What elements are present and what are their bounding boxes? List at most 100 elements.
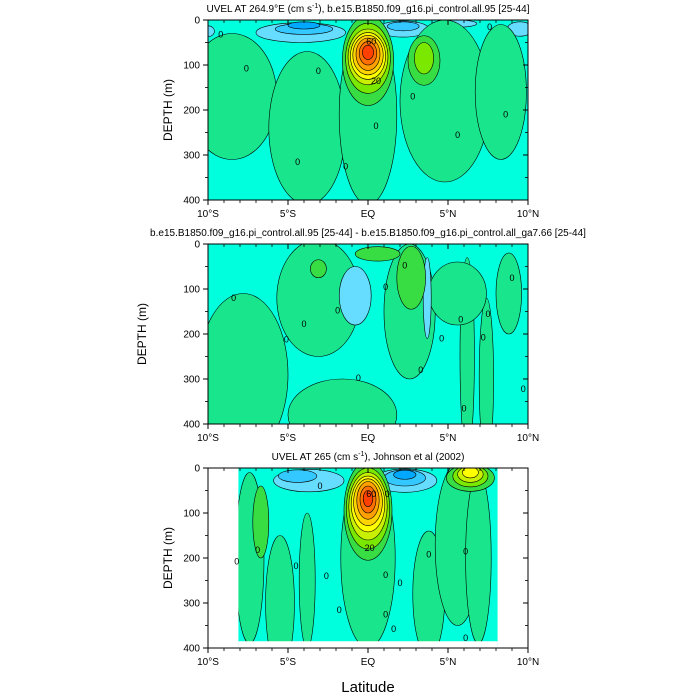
panel-1-xtick-label-2: EQ <box>361 209 376 220</box>
panel-3-ytick-label-2: 200 <box>183 554 200 565</box>
panel-2-contour-level-1-0 <box>208 293 289 424</box>
panel-2-contour-label-9: 0 <box>458 315 463 325</box>
panel-3-contour-label-15: 0 <box>385 489 390 499</box>
panel-2-contour-label-7: 0 <box>439 334 444 344</box>
panel-2-contour-label-5: 0 <box>402 261 407 271</box>
panel-2: b.e15.B1850.f09_g16.pi_control.all.95 [2… <box>135 228 586 444</box>
panel-1-contour-label-10: 60 <box>366 37 376 47</box>
panel-1-contour-label-3: 0 <box>295 157 300 167</box>
panel-3-contour-label-4: 0 <box>293 561 298 571</box>
panel-3-plot <box>208 468 528 648</box>
panel-2-contour-label-2: 0 <box>301 319 306 329</box>
panel-2-contour-labels: 0 0 0 0 0 0 0 0 0 0 0 0 0 0 0 <box>231 261 526 414</box>
panel-1-contour-label-2: 0 <box>316 66 321 76</box>
panel-2-contour-level-2-9 <box>354 246 401 262</box>
panel-1-contour-level-3-14 <box>414 42 434 75</box>
panel-2-contour-level-1-2 <box>287 378 398 424</box>
panel-3-contour-label-2: 0 <box>255 545 260 555</box>
panel-3-contour-label-11: 0 <box>383 609 388 619</box>
panel-3-contour-label-12: 0 <box>391 624 396 634</box>
panel-1-contour-label-11: 20 <box>371 76 381 86</box>
panel-1-xtick-label-1: 5°S <box>280 209 297 220</box>
panel-2-contour-level-2-10 <box>310 259 327 279</box>
panel-3-contour-label-7: 0 <box>397 578 402 588</box>
panel-3-contour-label-3: 0 <box>234 557 239 567</box>
panel-3-title: UVEL AT 265 (cm s-1), Johnson et al (200… <box>272 451 465 463</box>
panel-3-contour-label-13: 0 <box>463 633 468 643</box>
panel-1-xtick-label-3: 5°N <box>440 209 457 220</box>
panel-2-ytick-label-4: 400 <box>183 420 200 431</box>
panel-2-contour-label-3: 0 <box>335 306 340 316</box>
panel-3: UVEL AT 265 (cm s-1), Johnson et al (200… <box>161 451 539 669</box>
panel-3-xtick-label-3: 5°N <box>440 657 457 668</box>
panel-3-xtick-label-4: 10°N <box>517 657 539 668</box>
panel-3-ylabel: DEPTH (m) <box>161 527 175 589</box>
panel-3-contour-level-1-6 <box>465 472 492 644</box>
panel-1-ytick-label-3: 300 <box>183 151 200 162</box>
panel-3-contour-label-1: 20 <box>365 543 375 553</box>
panel-1-contour-labels: 0 0 0 0 0 0 0 0 0 0 60 20 <box>218 22 508 172</box>
panel-2-contour-label-0: 0 <box>231 293 236 303</box>
panel-2-contour-label-1: 0 <box>284 334 289 344</box>
panel-2-plot <box>208 244 528 424</box>
panel-2-contour-label-11: 0 <box>485 309 490 319</box>
panel-3-missing-region-0 <box>208 468 239 648</box>
panel-2-ytick-label-0: 0 <box>194 240 200 251</box>
panel-2-contour-level--1-11 <box>338 266 372 326</box>
panel-2-xtick-label-4: 10°N <box>517 433 539 444</box>
panel-3-contour-label-14: 0 <box>317 481 322 491</box>
panel-1-plot <box>208 20 528 200</box>
panel-3-missing-region-1 <box>497 468 528 648</box>
panel-3-contour-level--3-12 <box>393 469 417 480</box>
panel-1-ytick-label-1: 100 <box>183 61 200 72</box>
panel-1-contour-level-9-22 <box>362 44 374 60</box>
panel-2-ytick-label-1: 100 <box>183 285 200 296</box>
panel-2-contour-label-6: 0 <box>356 373 361 383</box>
panel-3-contour-label-8: 0 <box>426 549 431 559</box>
panel-3-ytick-label-0: 0 <box>194 464 200 475</box>
panel-3-xtick-label-0: 10°S <box>197 657 219 668</box>
panel-3-contour-level--2-9 <box>278 469 318 483</box>
panel-1-contour-label-5: 0 <box>373 121 378 131</box>
panel-3-contour-label-9: 0 <box>463 546 468 556</box>
panel-2-contour-level-1-6 <box>495 252 522 335</box>
panel-3-contour-level-1-1 <box>265 535 295 648</box>
panel-3-contour-level-1-2 <box>298 512 316 648</box>
panel-3-ytick-label-3: 300 <box>183 599 200 610</box>
panel-2-xtick-label-2: EQ <box>361 433 376 444</box>
panel-1-xtick-label-0: 10°S <box>197 209 219 220</box>
panel-1-ytick-label-4: 400 <box>183 196 200 207</box>
panel-1-ylabel: DEPTH (m) <box>161 79 175 141</box>
panel-1-contour-level-1-9 <box>268 51 346 200</box>
panel-3-xtick-label-2: EQ <box>361 657 376 668</box>
panel-2-contour-label-10: 0 <box>461 403 466 413</box>
panel-1-contour-label-9: 0 <box>487 22 492 32</box>
panel-1-contour-label-1: 0 <box>244 64 249 74</box>
panel-2-contour-label-14: 0 <box>521 384 526 394</box>
panel-2-xtick-label-3: 5°N <box>440 433 457 444</box>
panel-3-missing-region-2 <box>238 641 498 648</box>
panel-3-ytick-label-4: 400 <box>183 644 200 655</box>
panel-3-contour-level-5-16 <box>462 468 479 479</box>
panel-3-contour-label-6: 0 <box>383 570 388 580</box>
panel-2-xtick-label-0: 10°S <box>197 433 219 444</box>
panel-3-ytick-label-1: 100 <box>183 509 200 520</box>
panel-1-contour-level-1-12 <box>474 24 527 160</box>
panel-3-contour-level-9-24 <box>362 490 374 508</box>
panel-1-contour-level-1-8 <box>208 33 278 160</box>
panel-1-xtick-label-4: 10°N <box>517 209 539 220</box>
panel-3-contour-level-2-7 <box>252 485 270 559</box>
figure-xlabel: Latitude <box>341 679 394 696</box>
panel-2-contour-label-4: 0 <box>383 282 388 292</box>
panel-1-contour-label-0: 0 <box>218 29 223 39</box>
panel-3-contour-label-5: 0 <box>324 571 329 581</box>
panel-2-ylabel: DEPTH (m) <box>135 303 149 365</box>
panel-3-contour-label-0: 60 <box>366 489 376 499</box>
panel-2-title: b.e15.B1850.f09_g16.pi_control.all.95 [2… <box>150 228 586 239</box>
panel-1-ytick-label-0: 0 <box>194 16 200 27</box>
panel-1-contour-label-8: 0 <box>503 110 508 120</box>
panel-1-ytick-label-2: 200 <box>183 106 200 117</box>
